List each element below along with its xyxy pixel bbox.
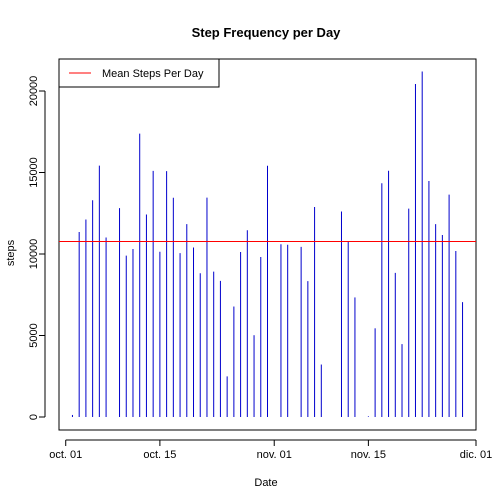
legend-label-mean: Mean Steps Per Day [102,68,204,80]
bars-group [71,71,464,417]
legend: Mean Steps Per Day [58,58,220,88]
y-axis: 0 5000 10000 15000 20000 [28,76,46,420]
y-tick-label-20000: 20000 [28,76,40,107]
chart-title: Step Frequency per Day [192,25,342,40]
x-tick-label-2012-12-01: dic. 01 [460,449,492,461]
y-tick-label-5000: 5000 [28,323,40,347]
y-tick-label-15000: 15000 [28,157,40,188]
y-tick-label-10000: 10000 [28,239,40,270]
x-tick-label-2012-11-15: nov. 15 [351,449,386,461]
plot-area-frame [58,58,477,431]
x-tick-label-2012-10-15: oct. 15 [143,449,176,461]
x-tick-label-2012-10-01: oct. 01 [49,449,82,461]
y-axis-label: steps [5,239,17,266]
x-tick-label-2012-11-01: nov. 01 [257,449,292,461]
y-tick-label-0: 0 [28,414,40,420]
x-axis: oct. 01 oct. 15 nov. 01 nov. 15 dic. 01 [49,439,492,461]
x-axis-label: Date [254,477,277,489]
